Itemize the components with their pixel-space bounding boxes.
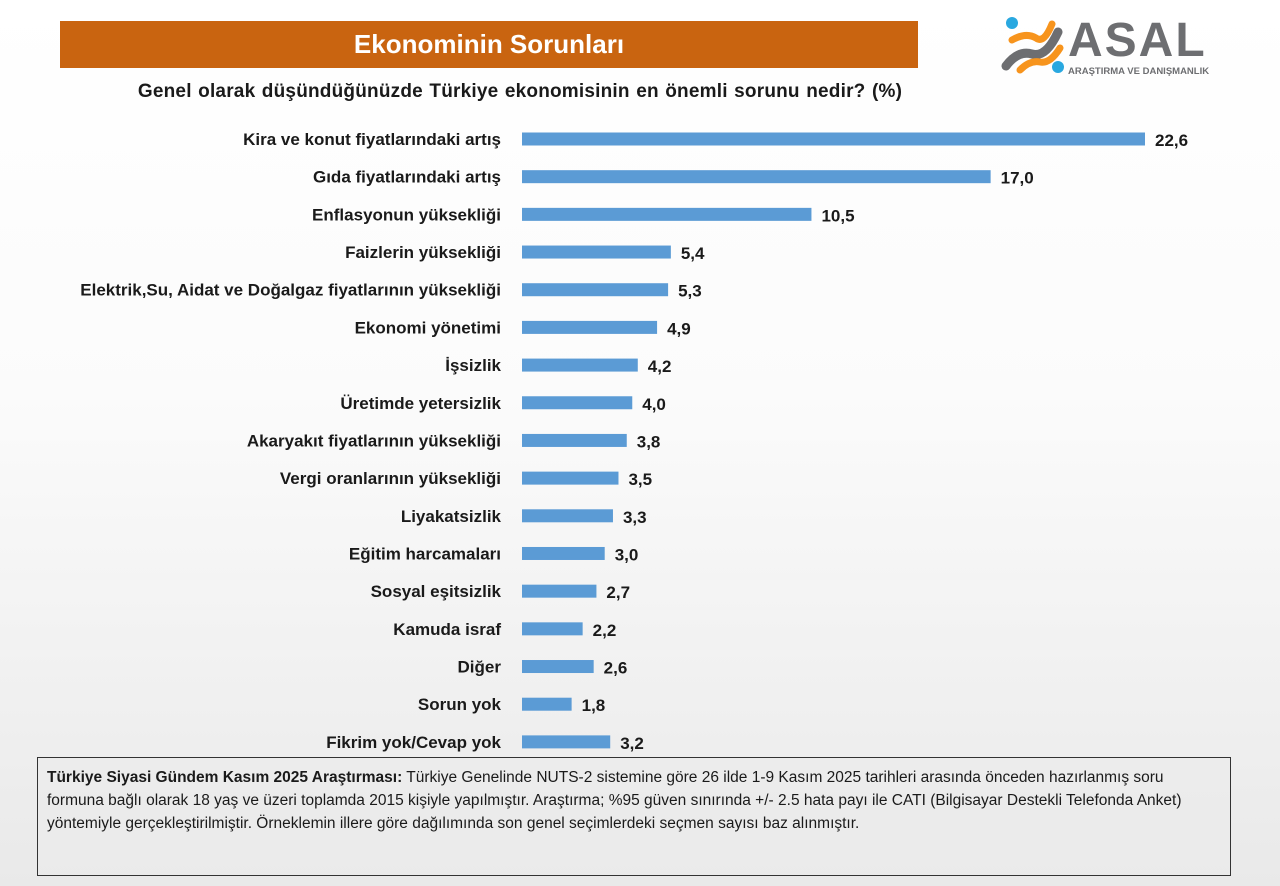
category-label: Kira ve konut fiyatlarındaki artış [243,130,501,149]
bar [522,697,572,711]
category-label: Vergi oranlarının yüksekliği [280,469,501,488]
data-label: 2,7 [606,583,630,602]
methodology-title: Türkiye Siyasi Gündem Kasım 2025 Araştır… [47,769,403,786]
data-label: 4,2 [648,357,672,376]
bar [522,546,605,560]
category-label: Fikrim yok/Cevap yok [326,733,501,752]
data-label: 1,8 [582,696,606,715]
data-label: 5,3 [678,282,702,301]
data-label: 3,2 [620,734,644,753]
bar [522,471,619,485]
category-label: Diğer [458,658,502,677]
data-label: 3,0 [615,545,639,564]
category-label: Akaryakıt fiyatlarının yüksekliği [247,431,501,450]
data-label: 3,3 [623,508,647,527]
data-label: 2,2 [593,621,617,640]
bar [522,396,633,410]
bar [522,509,613,523]
page-title: Ekonominin Sorunları [353,29,625,59]
category-label: Elektrik,Su, Aidat ve Doğalgaz fiyatları… [80,281,501,300]
bar [522,584,597,598]
category-label: Sorun yok [418,695,502,714]
chart-subtitle: Genel olarak düşündüğünüzde Türkiye ekon… [137,81,903,102]
bar [522,207,812,221]
category-label: Ekonomi yönetimi [355,318,501,337]
category-label: İşsizlik [445,356,501,375]
data-label: 3,5 [628,470,652,489]
category-label: Enflasyonun yüksekliği [312,205,501,224]
bar [522,358,638,372]
category-label: Faizlerin yüksekliği [345,243,501,262]
bar-chart: Kira ve konut fiyatlarındaki artış 22,6 Gı… [80,130,1188,753]
bar [522,245,671,259]
category-label: Liyakatsizlik [401,507,502,526]
data-label: 3,8 [637,432,661,451]
bar [522,283,669,297]
bar [522,320,658,334]
title-bar: Ekonominin Sorunları [60,21,918,68]
category-label: Kamuda israf [393,620,501,639]
asal-logo: ASAL ARAŞTIRMA VE DANIŞMANLIK [1001,14,1209,77]
data-label: 4,0 [642,395,666,414]
logo-mark-icon [1001,17,1064,74]
methodology-text: Türkiye Genelinde NUTS-2 sistemine göre … [47,769,1182,832]
category-label: Üretimde yetersizlik [340,394,501,413]
data-label: 5,4 [681,244,705,263]
data-label: 2,6 [604,659,628,678]
logo-tagline: ARAŞTIRMA VE DANIŞMANLIK [1068,66,1209,77]
data-label: 22,6 [1155,131,1188,150]
methodology-note: Türkiye Siyasi Gündem Kasım 2025 Araştır… [37,757,1231,876]
bar [522,735,611,749]
category-label: Eğitim harcamaları [349,544,501,563]
data-label: 4,9 [667,319,691,338]
bar [522,660,594,674]
data-label: 10,5 [821,206,854,225]
bar [522,132,1145,146]
data-label: 17,0 [1001,169,1034,188]
logo-text: ASAL [1068,14,1207,67]
category-label: Sosyal eşitsizlik [371,582,502,601]
category-label: Gıda fiyatlarındaki artış [313,168,501,187]
bar [522,170,991,184]
bar [522,622,583,636]
bar [522,433,627,447]
